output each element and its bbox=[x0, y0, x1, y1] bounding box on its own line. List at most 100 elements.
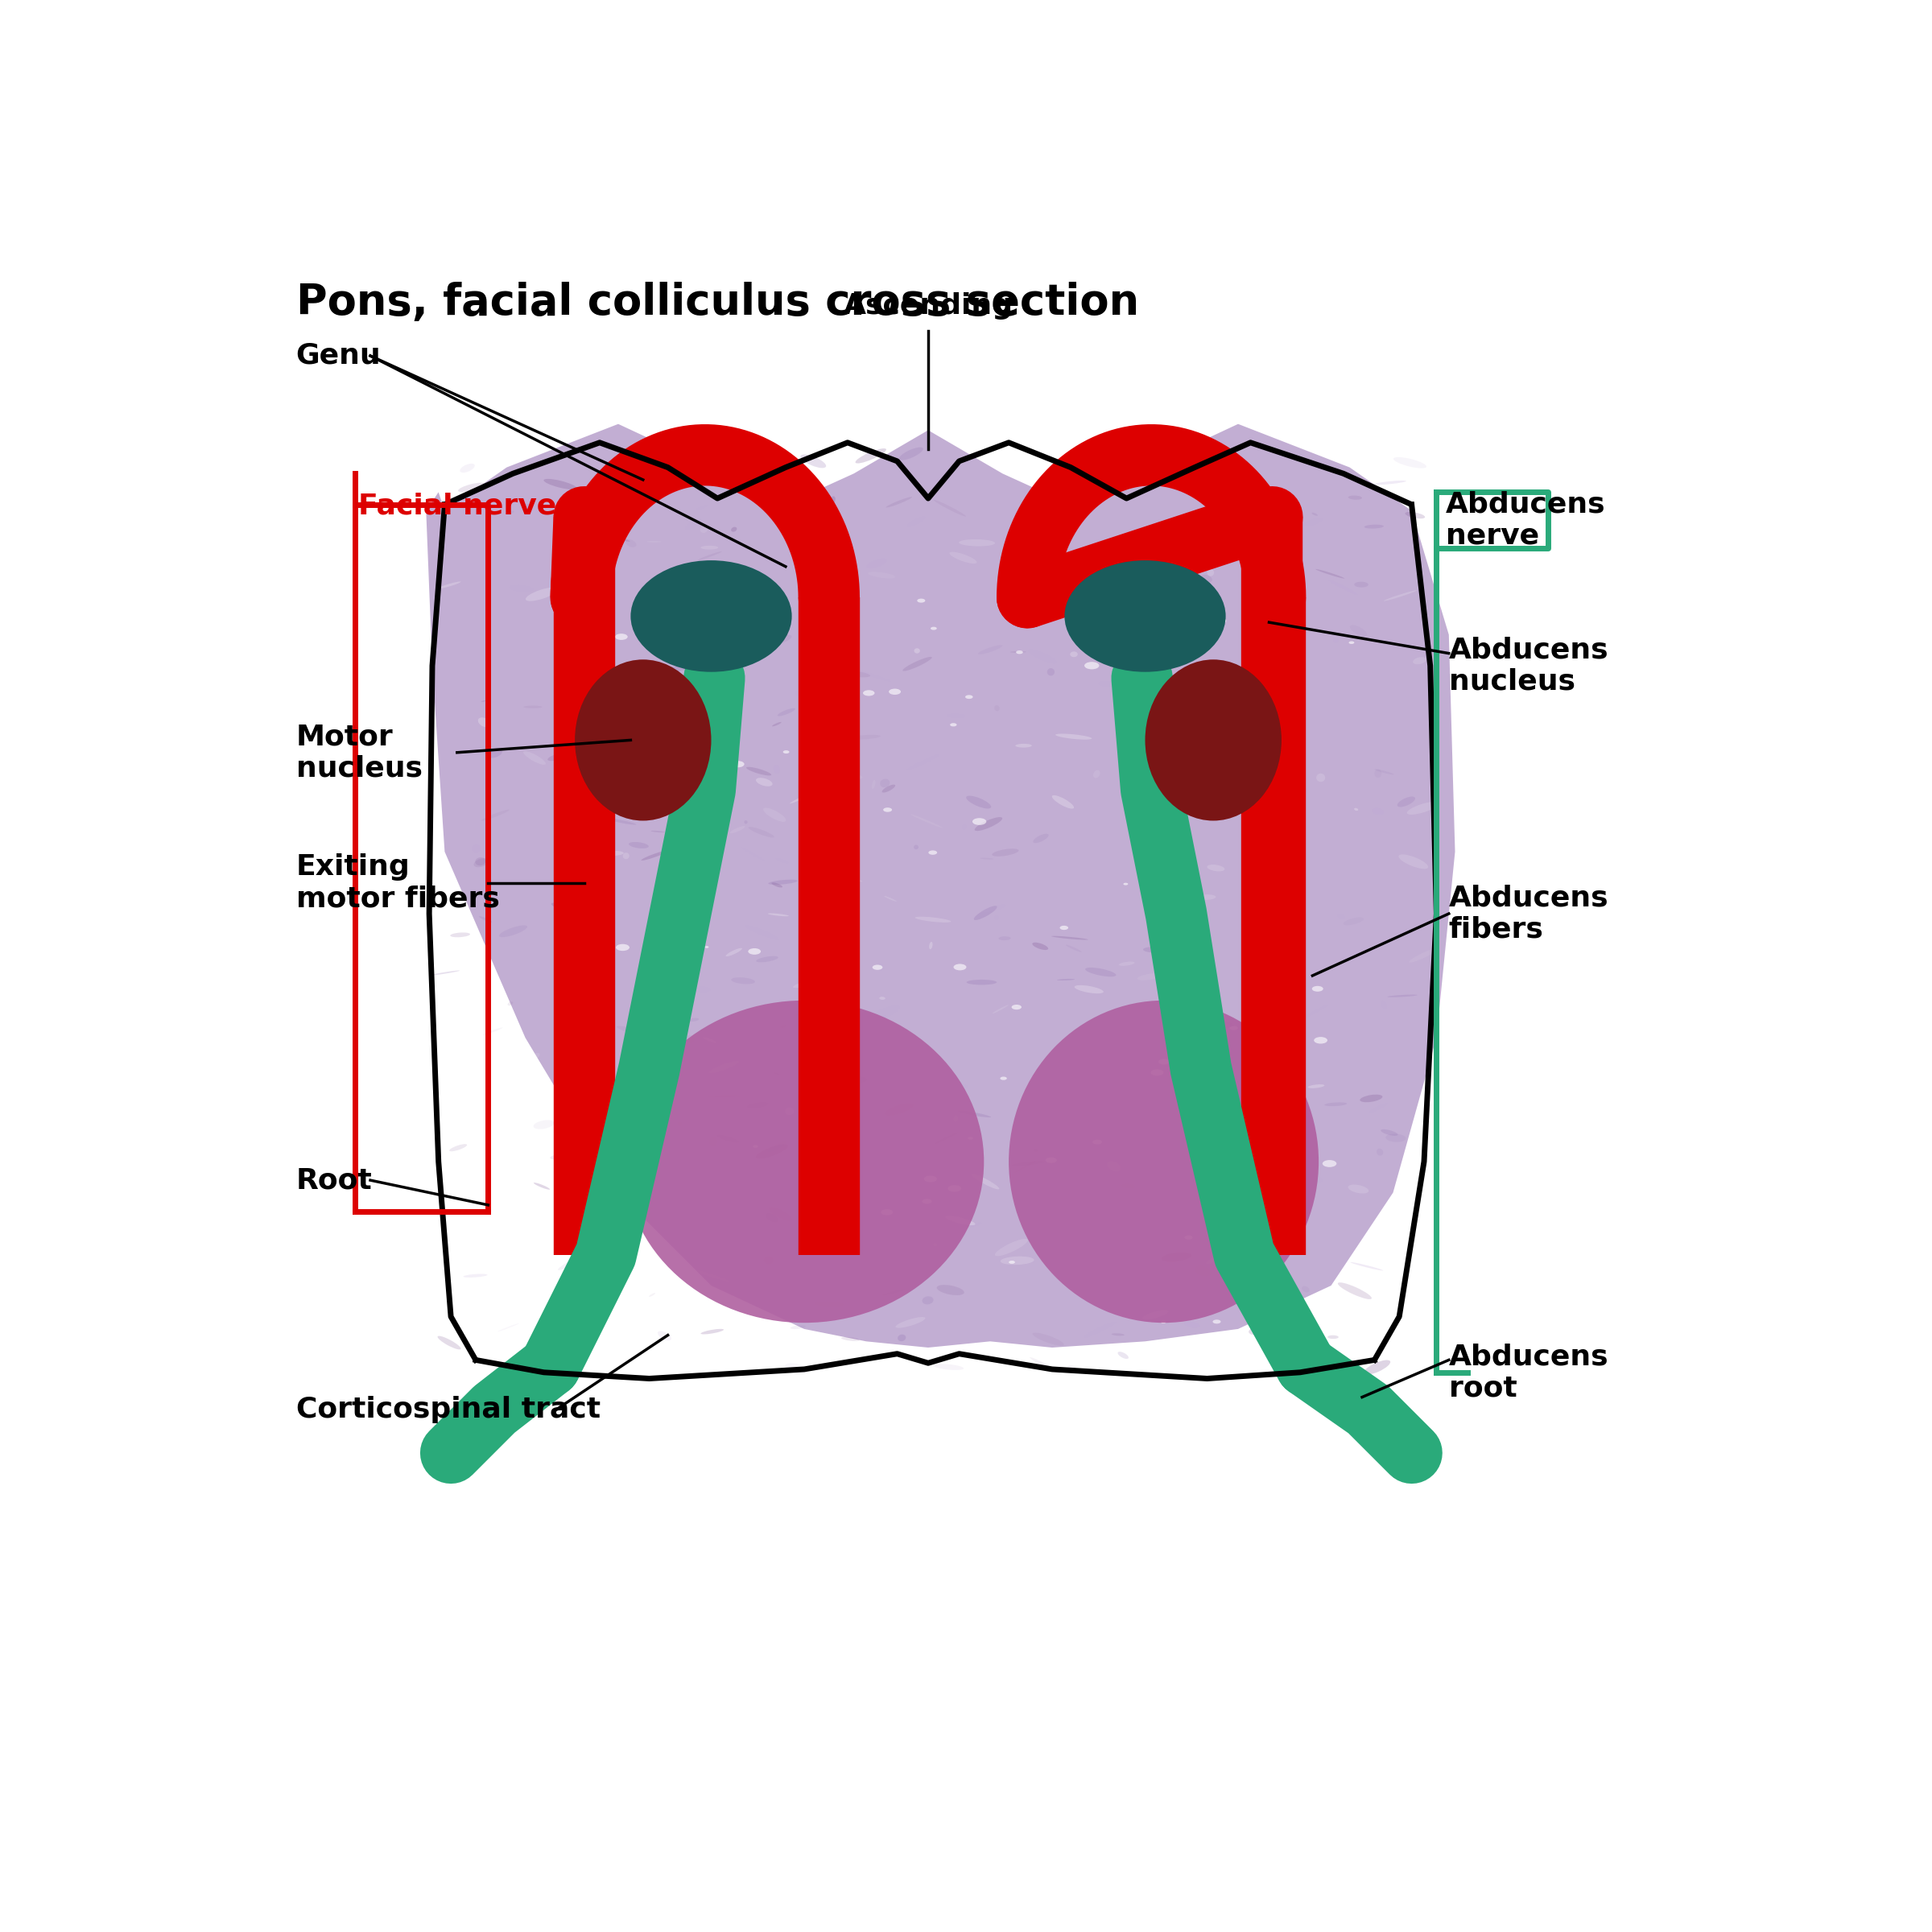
Ellipse shape bbox=[972, 817, 987, 825]
Ellipse shape bbox=[954, 964, 966, 970]
Ellipse shape bbox=[1200, 782, 1231, 800]
Ellipse shape bbox=[524, 705, 543, 709]
Ellipse shape bbox=[883, 1289, 904, 1294]
Ellipse shape bbox=[1084, 1321, 1117, 1337]
Ellipse shape bbox=[1262, 918, 1267, 922]
Ellipse shape bbox=[1138, 1350, 1144, 1356]
Ellipse shape bbox=[1014, 1161, 1036, 1173]
Ellipse shape bbox=[1209, 498, 1213, 506]
Ellipse shape bbox=[593, 1269, 597, 1271]
Ellipse shape bbox=[898, 1335, 906, 1341]
Ellipse shape bbox=[742, 848, 765, 860]
Ellipse shape bbox=[730, 978, 755, 983]
Ellipse shape bbox=[632, 1202, 653, 1209]
Ellipse shape bbox=[746, 925, 779, 939]
Ellipse shape bbox=[935, 1132, 958, 1144]
Ellipse shape bbox=[1034, 1150, 1037, 1151]
Ellipse shape bbox=[1372, 808, 1383, 815]
Ellipse shape bbox=[1022, 491, 1041, 495]
Ellipse shape bbox=[1231, 547, 1236, 551]
Ellipse shape bbox=[1405, 512, 1426, 518]
Ellipse shape bbox=[1385, 1134, 1406, 1142]
Ellipse shape bbox=[665, 1036, 680, 1039]
Ellipse shape bbox=[896, 1318, 925, 1327]
Ellipse shape bbox=[568, 1109, 593, 1121]
Ellipse shape bbox=[1169, 452, 1190, 460]
Ellipse shape bbox=[587, 1331, 597, 1339]
Ellipse shape bbox=[1144, 947, 1169, 952]
Ellipse shape bbox=[906, 753, 939, 771]
Ellipse shape bbox=[873, 964, 883, 970]
Ellipse shape bbox=[562, 605, 585, 614]
Ellipse shape bbox=[1248, 514, 1258, 522]
Ellipse shape bbox=[609, 535, 630, 541]
Ellipse shape bbox=[1246, 962, 1256, 970]
Ellipse shape bbox=[914, 844, 918, 850]
Ellipse shape bbox=[1066, 945, 1082, 952]
Ellipse shape bbox=[690, 1018, 699, 1022]
Ellipse shape bbox=[701, 1329, 724, 1335]
Ellipse shape bbox=[1378, 1148, 1383, 1155]
Ellipse shape bbox=[682, 469, 711, 483]
Ellipse shape bbox=[580, 651, 589, 661]
Ellipse shape bbox=[630, 1024, 645, 1032]
Ellipse shape bbox=[947, 713, 966, 719]
Ellipse shape bbox=[769, 1208, 792, 1221]
Ellipse shape bbox=[551, 902, 578, 912]
Ellipse shape bbox=[481, 1208, 493, 1211]
Ellipse shape bbox=[767, 914, 788, 916]
Ellipse shape bbox=[929, 941, 933, 949]
Ellipse shape bbox=[755, 956, 779, 962]
Ellipse shape bbox=[974, 817, 1003, 831]
Ellipse shape bbox=[1094, 771, 1099, 779]
Ellipse shape bbox=[823, 624, 860, 630]
Ellipse shape bbox=[1374, 769, 1393, 775]
Ellipse shape bbox=[993, 1005, 1009, 1014]
Text: Root: Root bbox=[296, 1167, 373, 1194]
Ellipse shape bbox=[1349, 1184, 1368, 1194]
Ellipse shape bbox=[844, 956, 856, 964]
Ellipse shape bbox=[601, 516, 624, 522]
Ellipse shape bbox=[510, 585, 533, 591]
Ellipse shape bbox=[622, 852, 630, 860]
Ellipse shape bbox=[1086, 968, 1117, 978]
Ellipse shape bbox=[815, 1302, 844, 1306]
Ellipse shape bbox=[599, 954, 614, 964]
Ellipse shape bbox=[1281, 527, 1291, 533]
Ellipse shape bbox=[746, 767, 771, 775]
Ellipse shape bbox=[1198, 1016, 1235, 1028]
Ellipse shape bbox=[821, 1070, 854, 1084]
Ellipse shape bbox=[670, 699, 699, 701]
Ellipse shape bbox=[649, 966, 682, 978]
Ellipse shape bbox=[867, 572, 895, 578]
Ellipse shape bbox=[730, 827, 746, 833]
Ellipse shape bbox=[1254, 790, 1264, 794]
Ellipse shape bbox=[628, 842, 649, 848]
Ellipse shape bbox=[1273, 1289, 1283, 1294]
Ellipse shape bbox=[744, 821, 748, 823]
Ellipse shape bbox=[1302, 518, 1323, 526]
Ellipse shape bbox=[1153, 1076, 1184, 1092]
Ellipse shape bbox=[616, 945, 630, 951]
Ellipse shape bbox=[1337, 914, 1345, 920]
Ellipse shape bbox=[784, 1107, 794, 1115]
Ellipse shape bbox=[1221, 1134, 1229, 1138]
Ellipse shape bbox=[765, 1213, 779, 1223]
Ellipse shape bbox=[641, 850, 668, 860]
Ellipse shape bbox=[543, 479, 578, 489]
Ellipse shape bbox=[933, 1364, 964, 1370]
Ellipse shape bbox=[1179, 554, 1209, 572]
Ellipse shape bbox=[802, 941, 811, 943]
Ellipse shape bbox=[1036, 504, 1068, 518]
Ellipse shape bbox=[1034, 835, 1049, 842]
Ellipse shape bbox=[1254, 1117, 1260, 1124]
Ellipse shape bbox=[477, 717, 491, 726]
Ellipse shape bbox=[676, 1041, 686, 1045]
Ellipse shape bbox=[929, 850, 937, 854]
Ellipse shape bbox=[1208, 866, 1225, 871]
Ellipse shape bbox=[1374, 769, 1381, 779]
Ellipse shape bbox=[1159, 1059, 1169, 1065]
Ellipse shape bbox=[665, 800, 697, 808]
Ellipse shape bbox=[1142, 1310, 1169, 1320]
Ellipse shape bbox=[918, 599, 925, 603]
